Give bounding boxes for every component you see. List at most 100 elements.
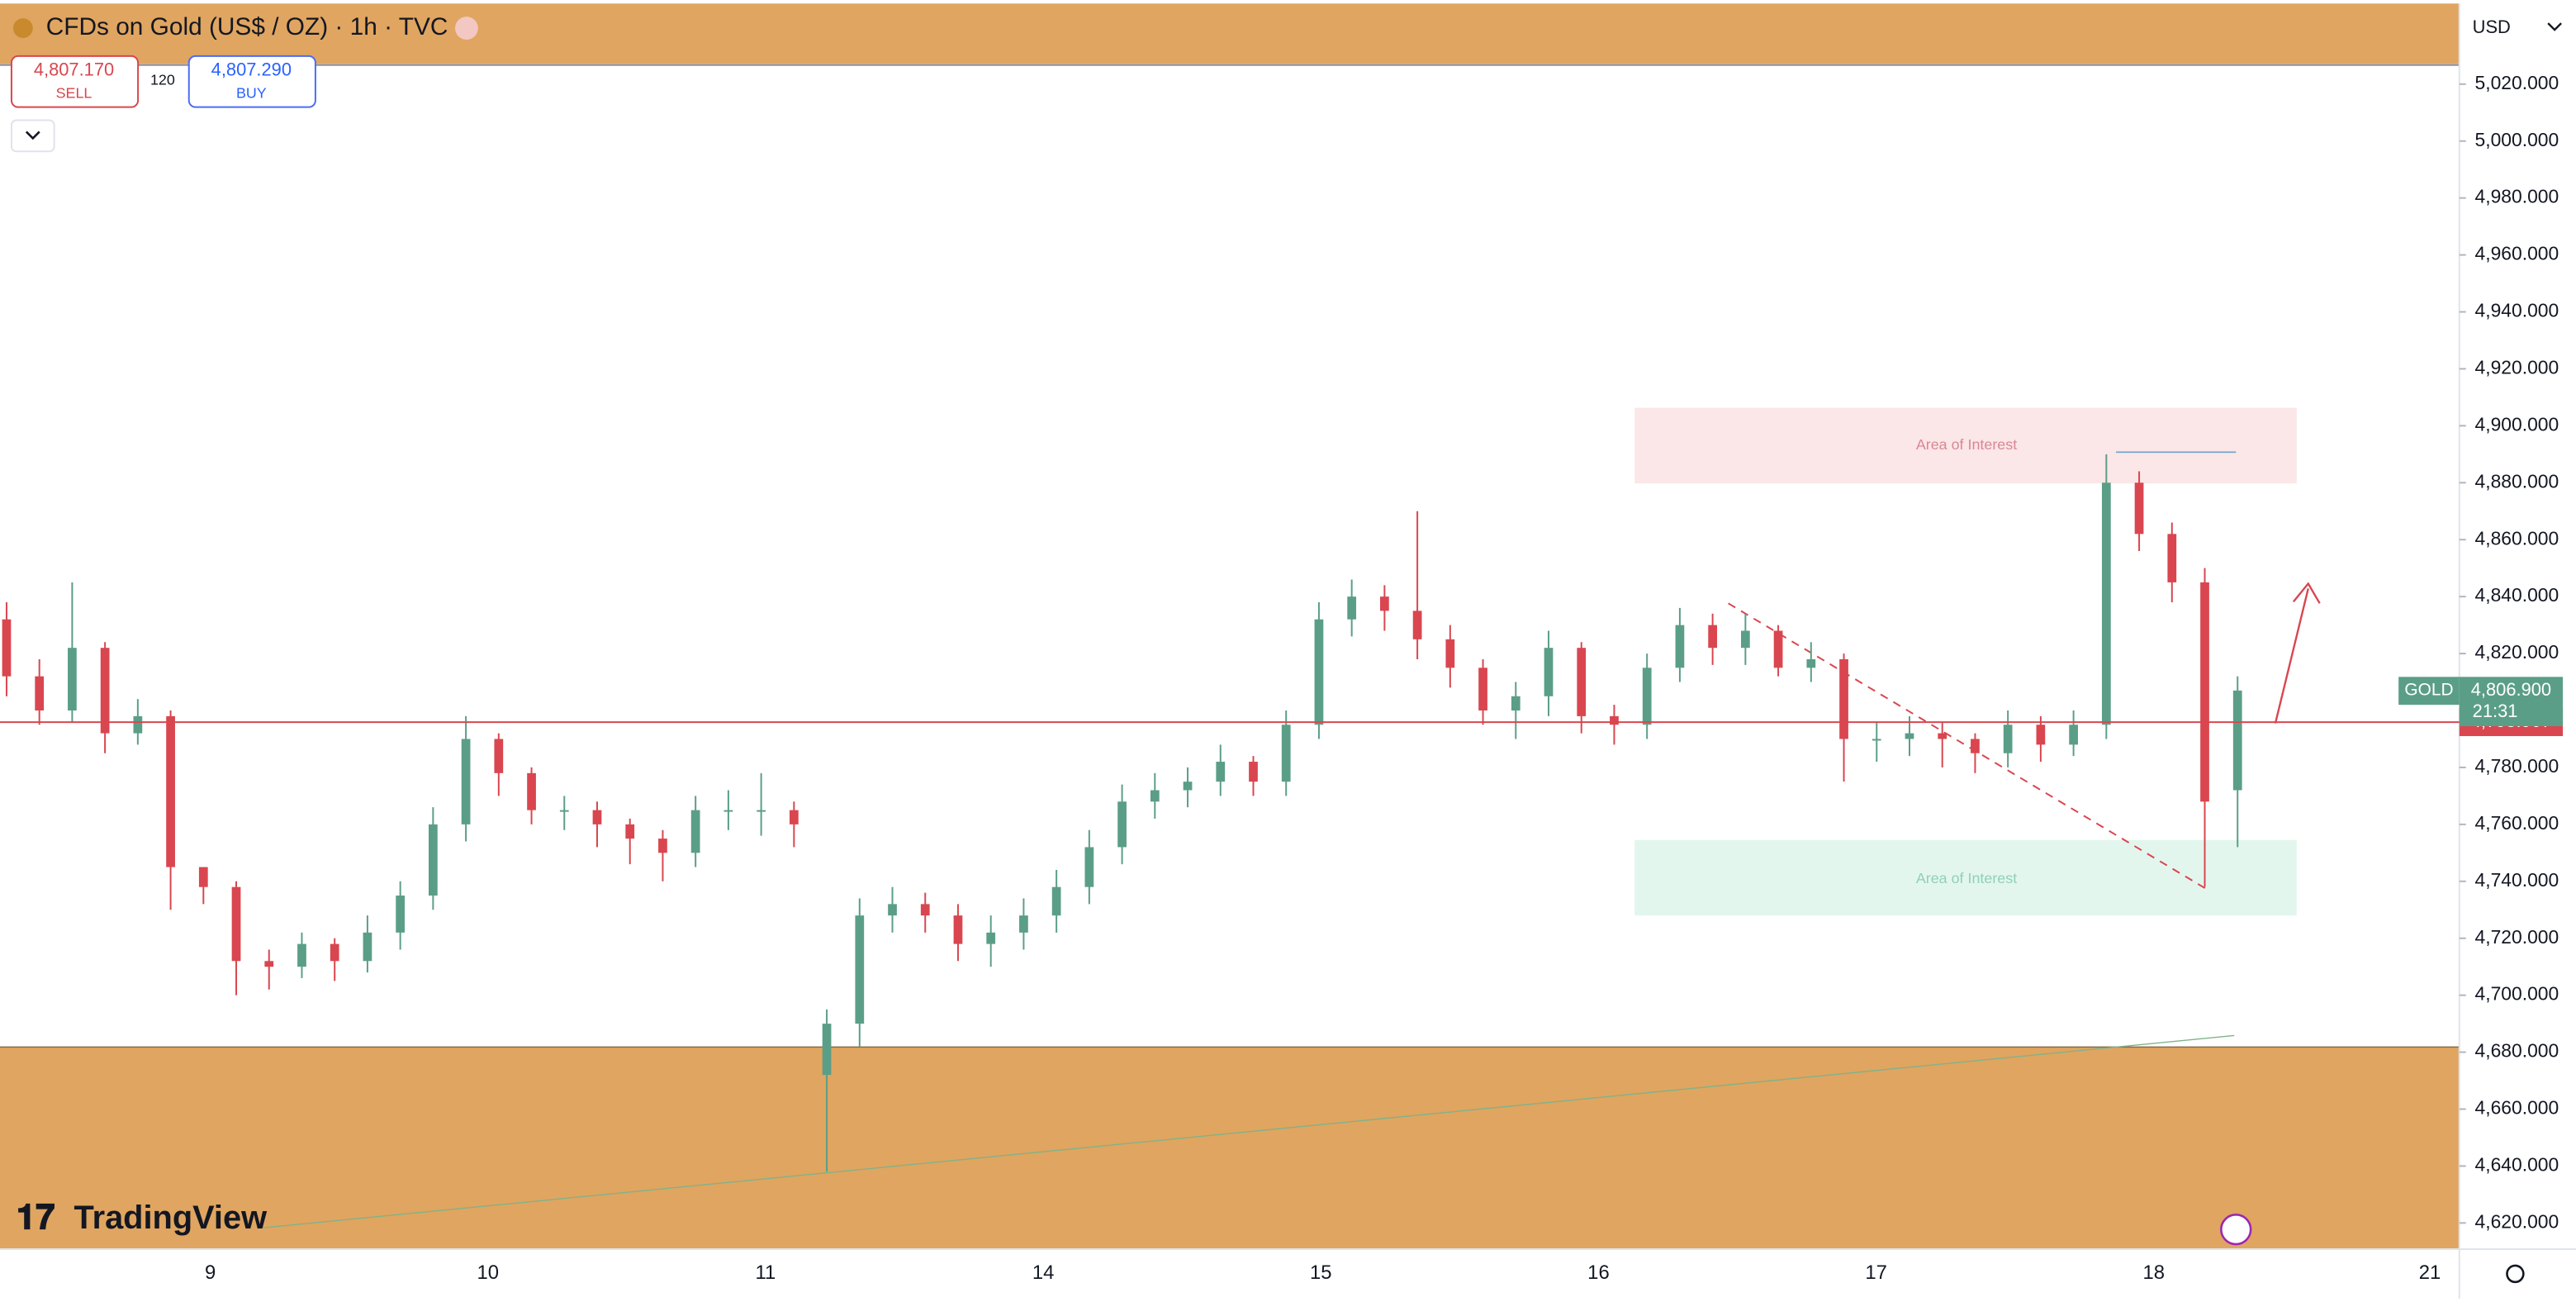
y-tick-label: 4,980.000 (2475, 186, 2559, 207)
candle-body (297, 943, 306, 967)
spread: 120 (150, 71, 175, 88)
last-price-badge (2459, 677, 2564, 726)
last-price-label: 4,806.900 (2471, 679, 2551, 700)
candle-body (1281, 725, 1291, 782)
candle-body (363, 932, 372, 962)
candle-body (953, 915, 963, 944)
candle-body (1577, 648, 1587, 716)
candle-body (1347, 596, 1357, 620)
candle-body (1478, 668, 1487, 711)
settings-button[interactable] (2506, 1264, 2525, 1284)
sell-button[interactable] (10, 55, 140, 108)
y-tick-label: 4,920.000 (2475, 356, 2559, 378)
sell-price: 4,807.170 (34, 59, 114, 80)
candle-body (986, 932, 996, 944)
collapse-button[interactable] (10, 119, 55, 153)
y-tick-label: 4,760.000 (2475, 812, 2559, 834)
candle-body (1971, 739, 1980, 753)
y-tick-label: 4,860.000 (2475, 527, 2559, 549)
chart-title: CFDs on Gold (US$ / OZ) · 1h · TVC (46, 13, 448, 40)
y-tick-label: 4,900.000 (2475, 413, 2559, 435)
symbol-icon (12, 18, 33, 39)
candle-body (592, 810, 602, 824)
candle-body (2200, 582, 2209, 802)
x-tick-label: 10 (477, 1262, 500, 1284)
y-tick-label: 5,020.000 (2475, 72, 2559, 93)
candle-body (888, 904, 897, 916)
candle-body (1380, 596, 1389, 611)
candle-body (1773, 630, 1783, 668)
buy-label: BUY (236, 84, 267, 101)
candle-body (1610, 715, 1619, 725)
candle-body (2069, 725, 2078, 745)
candle-body (625, 824, 635, 839)
trend-line (1728, 602, 2210, 892)
currency[interactable]: USD (2473, 17, 2511, 37)
y-tick-label: 4,720.000 (2475, 926, 2559, 948)
top-zone (0, 3, 2460, 64)
lightning-button[interactable] (2220, 1213, 2252, 1246)
candle-body (166, 715, 175, 867)
candle-body (461, 739, 471, 824)
candle-body (1938, 733, 1947, 739)
x-tick-label: 15 (1310, 1262, 1332, 1284)
y-tick-label: 4,780.000 (2475, 755, 2559, 777)
x-tick-label: 17 (1865, 1262, 1887, 1284)
candle-body (1642, 668, 1652, 725)
annotation: Area of Interest (1916, 436, 2017, 453)
candle-body (1249, 762, 1258, 782)
y-tick-label: 4,960.000 (2475, 243, 2559, 264)
buy-price: 4,807.290 (211, 59, 292, 80)
candle-body (1675, 625, 1685, 668)
y-tick-label: 4,680.000 (2475, 1040, 2559, 1062)
y-tick-label: 4,840.000 (2475, 584, 2559, 606)
candle-body (1412, 611, 1422, 639)
candle-body (1117, 801, 1127, 848)
candle-body (658, 839, 667, 853)
candle-body (231, 886, 241, 962)
chevron (2547, 22, 2562, 31)
candle-body (789, 810, 799, 824)
candle-body (1183, 782, 1193, 791)
candle-body (1445, 639, 1455, 668)
logo-mark: 𝟏𝟕 (17, 1197, 55, 1236)
bottom-zone (0, 1047, 2460, 1250)
symbol-badge (2398, 677, 2460, 706)
buy-button[interactable] (187, 55, 316, 108)
x-tick-label: 14 (1032, 1262, 1055, 1284)
candle-body (35, 676, 45, 711)
y-tick-label: 4,940.000 (2475, 300, 2559, 321)
candle-body (1740, 630, 1750, 649)
candle-body (527, 772, 536, 810)
chevron (25, 131, 40, 140)
candle-body (1839, 658, 1848, 739)
candle-body (2134, 482, 2144, 535)
candle-body (100, 648, 110, 734)
y-tick-label: 4,820.000 (2475, 641, 2559, 663)
arrow (2274, 588, 2309, 724)
candle-body (330, 943, 339, 962)
candle-body (723, 810, 733, 812)
candle-body (920, 904, 930, 916)
x-tick-label: 11 (756, 1262, 776, 1284)
arrow-head (2292, 582, 2321, 604)
candle-body (2036, 725, 2046, 745)
price-axis (2459, 3, 2576, 1299)
candle-body (1019, 915, 1028, 933)
candle-body (396, 896, 406, 933)
status-icon (454, 17, 478, 40)
candle-body (1544, 648, 1554, 696)
x-tick-label: 21 (2419, 1262, 2441, 1284)
x-tick-label: 16 (1587, 1262, 1610, 1284)
candle-body (2003, 725, 2013, 753)
candle-body (1084, 847, 1094, 887)
y-tick-label: 4,700.000 (2475, 983, 2559, 1005)
y-tick-label: 4,620.000 (2475, 1210, 2559, 1232)
candle-body (1216, 762, 1226, 782)
y-tick-label: 5,000.000 (2475, 129, 2559, 150)
candle-body (68, 648, 77, 711)
candle-body (1511, 696, 1520, 711)
countdown: 21:31 (2473, 701, 2518, 721)
